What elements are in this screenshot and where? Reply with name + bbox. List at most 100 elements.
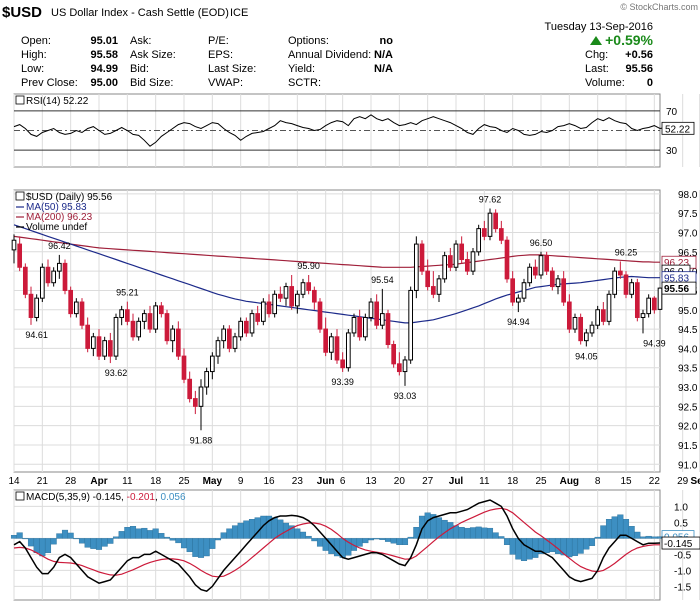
candle-body	[561, 278, 567, 303]
candle-body	[192, 398, 198, 407]
x-axis-label: May	[203, 476, 223, 487]
macd-histogram-bar	[129, 526, 137, 539]
price-value-label: 95.83	[664, 274, 689, 285]
candle-body	[464, 259, 470, 272]
candle-body	[515, 297, 521, 303]
x-axis-label: Jun	[317, 476, 335, 487]
rsi-value-label: 52.22	[665, 124, 690, 135]
candle-body	[34, 297, 40, 318]
macd-histogram-bar	[583, 538, 590, 550]
macd-tick-label: 1.0	[674, 502, 688, 513]
candle-body	[85, 324, 91, 349]
candle-body	[39, 266, 45, 299]
macd-histogram-bar	[203, 538, 210, 557]
rsi-tick-label: 30	[666, 146, 678, 157]
price-tick-label: 98.0	[678, 190, 698, 201]
candle-body	[11, 239, 17, 251]
macd-histogram-bar	[600, 525, 607, 539]
price-annotation: 96.42	[48, 241, 71, 251]
macd-histogram-bar	[44, 538, 52, 554]
macd-histogram-bar	[639, 536, 647, 539]
quote-field-label: SCTR:	[288, 77, 321, 89]
x-axis-label: 27	[422, 476, 434, 487]
candle-body	[549, 270, 555, 288]
candle-body	[572, 316, 578, 330]
candle-body	[68, 289, 74, 315]
candle-body	[283, 286, 289, 299]
macd-title-part: -0.201	[127, 492, 156, 503]
candle-body	[28, 293, 34, 318]
candle-body	[606, 293, 612, 322]
macd-histogram-bar	[481, 527, 488, 539]
quote-field-label: Yield:	[288, 63, 315, 75]
macd-histogram-bar	[373, 538, 380, 540]
quote-field-label: Low:	[21, 63, 44, 75]
macd-histogram-bar	[10, 535, 18, 539]
candle-body	[334, 336, 340, 361]
price-annotation: 94.94	[507, 317, 530, 327]
candle-body	[323, 328, 329, 353]
quote-field-label: EPS:	[208, 49, 233, 61]
macd-histogram-bar	[101, 538, 108, 547]
price-tick-label: 93.0	[678, 383, 698, 394]
macd-histogram-bar	[175, 538, 182, 544]
macd-histogram-bar	[16, 532, 23, 539]
macd-signal-line	[13, 507, 660, 578]
x-axis-label: 18	[507, 476, 519, 487]
candle-body	[56, 262, 62, 272]
macd-histogram-bar	[95, 538, 103, 550]
candle-body	[532, 266, 538, 276]
quote-field-label: High:	[21, 49, 47, 61]
candle-body	[396, 363, 402, 373]
macd-histogram-bar	[379, 538, 386, 540]
macd-histogram-bar	[135, 528, 142, 539]
quote-field-value: 95.01	[90, 35, 118, 47]
candle-body	[243, 320, 249, 334]
quote-field-label: Open:	[21, 35, 51, 47]
quote-field-value: 0	[647, 77, 653, 89]
candle-body	[498, 228, 504, 241]
macd-histogram-bar	[237, 522, 244, 539]
candle-body	[22, 266, 28, 295]
candle-body	[510, 278, 516, 303]
macd-histogram-bar	[124, 527, 131, 539]
x-axis-label: 6	[340, 476, 346, 487]
candle-body	[311, 289, 317, 303]
macd-histogram-bar	[192, 538, 199, 557]
macd-histogram-bar	[645, 535, 652, 539]
candle-body	[90, 336, 96, 349]
exchange: ICE	[230, 7, 248, 19]
macd-histogram-bar	[396, 538, 403, 546]
macd-histogram-bar	[146, 530, 154, 539]
macd-histogram-bar	[197, 538, 205, 558]
macd-histogram-bar	[554, 538, 562, 554]
x-axis-label: Jul	[449, 476, 464, 487]
candle-body	[153, 305, 159, 330]
macd-tick-label: -1.0	[674, 566, 692, 577]
candle-body	[232, 336, 238, 349]
candle-body	[96, 336, 102, 357]
macd-histogram-bar	[311, 538, 318, 542]
macd-histogram-bar	[163, 536, 171, 539]
candle-body	[73, 301, 79, 315]
candle-body	[657, 287, 663, 310]
candle-body	[362, 316, 368, 338]
macd-histogram-bar	[566, 538, 573, 558]
macd-histogram-bar	[492, 532, 499, 539]
x-axis-label: 14	[8, 476, 20, 487]
candle-body	[17, 243, 23, 268]
candle-body	[102, 340, 108, 357]
candle-body	[459, 243, 465, 261]
candle-body	[357, 316, 363, 338]
candle-body	[521, 282, 527, 299]
macd-histogram-bar	[367, 538, 375, 541]
macd-histogram-bar	[152, 528, 159, 539]
macd-histogram-bar	[118, 531, 125, 539]
price-legend-item: $USD (Daily) 95.56	[26, 192, 113, 203]
candle-body	[272, 293, 278, 315]
macd-histogram-bar	[458, 527, 465, 539]
candle-body	[204, 371, 210, 388]
instrument-name: US Dollar Index - Cash Settle (EOD)	[51, 7, 229, 19]
macd-histogram-bar	[384, 538, 392, 542]
macd-histogram-bar	[362, 538, 369, 544]
